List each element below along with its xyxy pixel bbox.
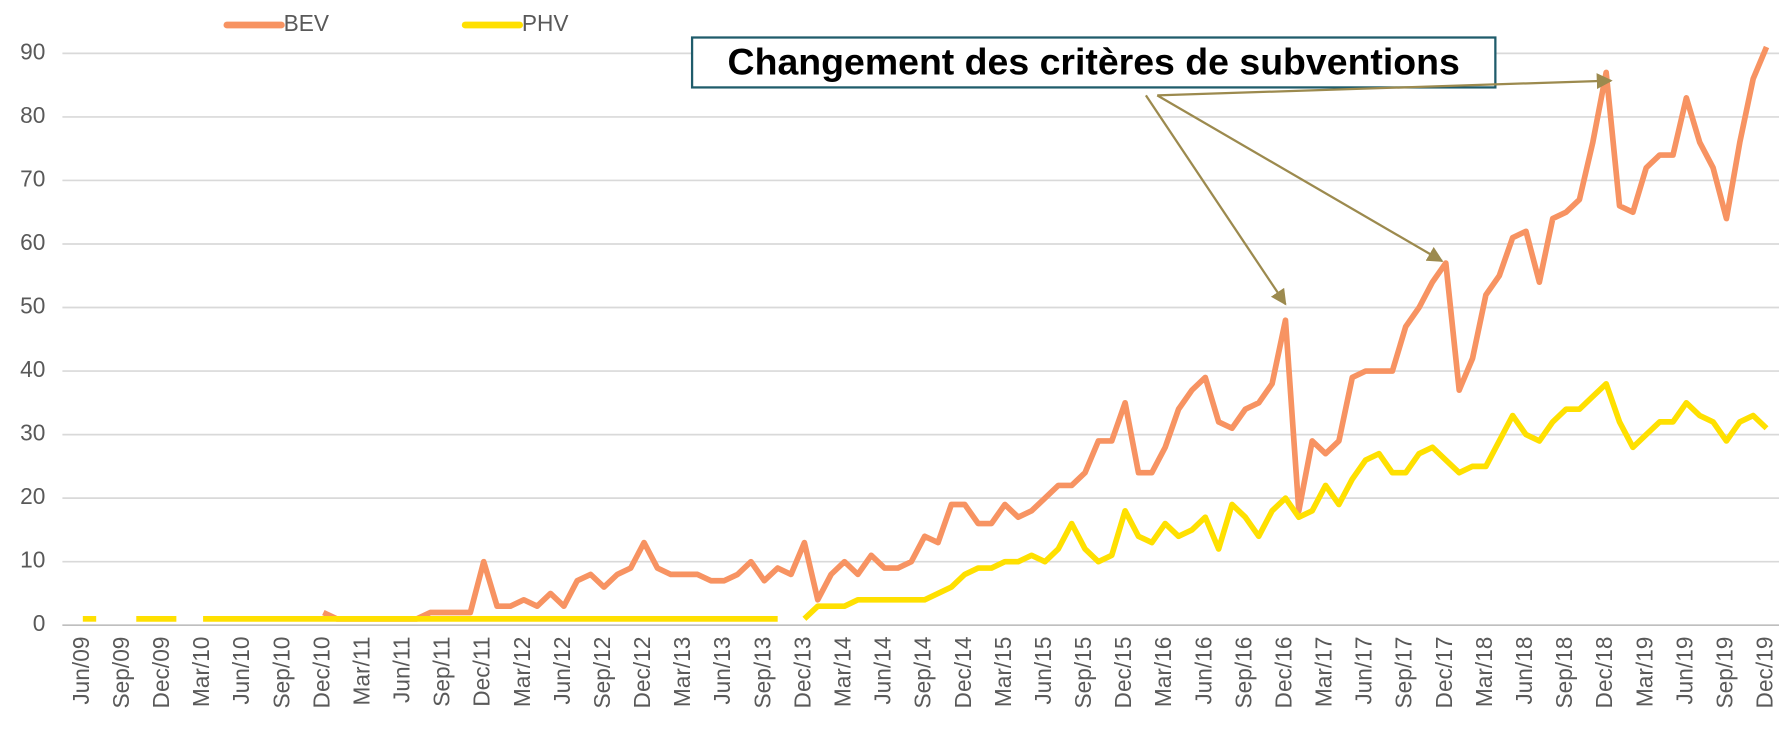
x-tick-label: Mar/14 (829, 637, 855, 708)
x-tick-label: Mar/15 (990, 637, 1016, 708)
x-tick-label: Mar/19 (1631, 637, 1657, 708)
x-tick-label: Dec/10 (308, 637, 334, 709)
x-tick-label: Sep/12 (589, 637, 615, 709)
y-tick-label: 20 (20, 483, 45, 509)
x-tick-label: Jun/19 (1671, 637, 1697, 705)
y-tick-label: 30 (20, 420, 45, 446)
y-tick-label: 10 (20, 547, 45, 573)
x-tick-label: Jun/15 (1030, 637, 1056, 705)
x-tick-label: Dec/12 (629, 637, 655, 709)
x-tick-label: Sep/18 (1551, 637, 1577, 709)
y-tick-label: 60 (20, 229, 45, 255)
x-tick-label: Mar/11 (348, 637, 374, 706)
legend-label: PHV (522, 10, 570, 36)
x-tick-label: Mar/18 (1471, 637, 1497, 708)
x-tick-label: Jun/17 (1351, 637, 1377, 705)
x-tick-label: Mar/12 (509, 637, 535, 708)
legend: BEV PHV (223, 10, 570, 36)
line-bev (322, 45, 1770, 622)
x-tick-label: Sep/13 (749, 637, 775, 709)
x-tick-label: Dec/11 (469, 637, 495, 707)
x-tick-label: Sep/17 (1391, 637, 1417, 709)
x-tick-label: Dec/19 (1752, 637, 1778, 709)
x-tick-label: Mar/10 (188, 637, 214, 708)
x-tick-label: Dec/18 (1591, 637, 1617, 709)
y-tick-label: 50 (20, 293, 45, 319)
lines (82, 45, 1770, 622)
x-tick-label: Jun/12 (549, 637, 575, 705)
x-tick-label: Sep/11 (429, 637, 455, 707)
arrow (1157, 73, 1613, 97)
y-tick-label: 90 (20, 38, 45, 64)
x-tick-label: Mar/13 (669, 637, 695, 708)
line-phv (802, 380, 1769, 621)
x-tick-label: Jun/14 (870, 637, 896, 705)
x-tick-label: Sep/15 (1070, 637, 1096, 709)
arrow (1144, 94, 1287, 306)
x-tick-label: Sep/09 (108, 637, 134, 709)
x-tick-label: Sep/16 (1230, 637, 1256, 709)
legend-label: BEV (284, 10, 330, 36)
arrow (1156, 94, 1444, 262)
x-tick-label: Sep/14 (910, 637, 936, 709)
annotation: Changement des critères de subventions (690, 36, 1613, 306)
x-tick-label: Jun/16 (1190, 637, 1216, 705)
x-tick-label: Sep/19 (1711, 637, 1737, 709)
y-tick-label: 40 (20, 356, 45, 382)
annotation-box (690, 36, 1497, 89)
x-tick-label: Dec/16 (1270, 637, 1296, 709)
x-tick-label: Mar/17 (1311, 637, 1337, 708)
y-tick-label: 0 (33, 610, 46, 636)
x-tick-label: Dec/09 (148, 637, 174, 709)
x-tick-label: Dec/15 (1110, 637, 1136, 709)
x-tick-label: Mar/16 (1150, 637, 1176, 708)
x-tick-label: Jun/11 (389, 637, 415, 703)
x-tick-label: Jun/18 (1511, 637, 1537, 705)
x-tick-label: Dec/14 (950, 637, 976, 709)
x-tick-label: Sep/10 (268, 637, 294, 709)
x-tick-label: Dec/13 (789, 637, 815, 709)
grid: 0 10 20 30 40 50 60 70 80 90 Jun/09 Sep/09 Dec/09 Mar… (20, 38, 1779, 708)
x-tick-label: Jun/09 (68, 637, 94, 705)
y-tick-label: 80 (20, 102, 45, 128)
x-tick-label: Jun/13 (709, 637, 735, 705)
annotation-text: Changement des critères de subventions (728, 41, 1460, 83)
x-tick-label: Dec/17 (1431, 637, 1457, 709)
y-tick-label: 70 (20, 165, 45, 191)
x-tick-label: Jun/10 (228, 637, 254, 705)
